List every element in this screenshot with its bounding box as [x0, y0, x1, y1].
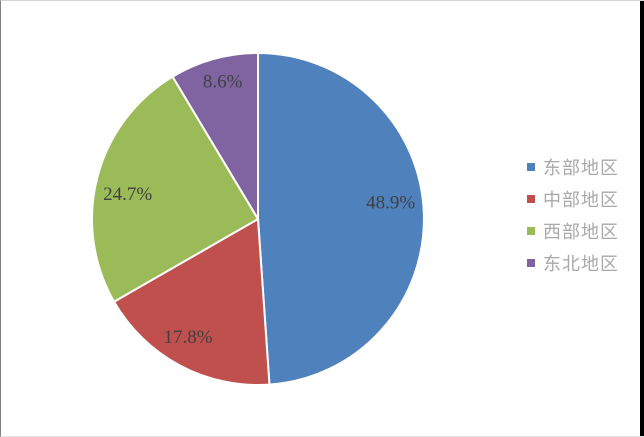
svg-text:48.9%: 48.9%: [366, 193, 415, 214]
svg-text:24.7%: 24.7%: [103, 184, 152, 205]
svg-text:8.6%: 8.6%: [203, 72, 243, 93]
svg-text:17.8%: 17.8%: [164, 327, 213, 348]
